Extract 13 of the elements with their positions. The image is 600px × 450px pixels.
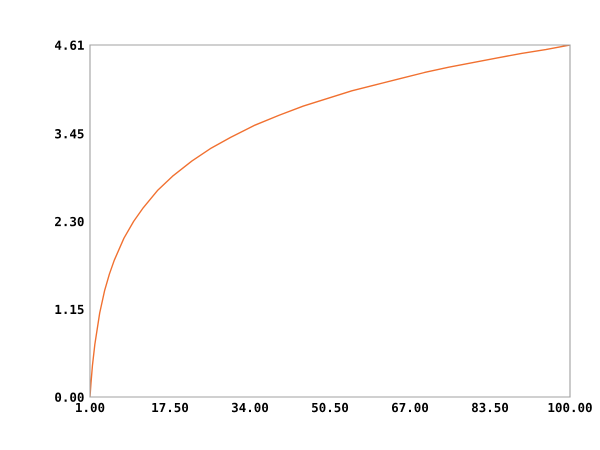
x-tick-label: 50.50 <box>312 402 348 412</box>
x-tick-label: 83.50 <box>472 402 508 412</box>
y-tick-label: 3.45 <box>55 129 84 138</box>
y-tick-label: 1.15 <box>55 304 84 314</box>
y-tick-label: 0.00 <box>55 392 84 402</box>
y-tick-label: 4.61 <box>54 40 84 50</box>
x-tick-label: 34.00 <box>232 402 268 412</box>
y-tick-label: 2.30 <box>55 216 84 226</box>
x-tick-label: 17.50 <box>152 402 188 412</box>
x-tick-label: 67.00 <box>392 402 428 412</box>
x-tick-label: 1.00 <box>76 402 104 412</box>
line-series <box>90 45 570 397</box>
x-tick-label: 100.00 <box>548 402 592 412</box>
